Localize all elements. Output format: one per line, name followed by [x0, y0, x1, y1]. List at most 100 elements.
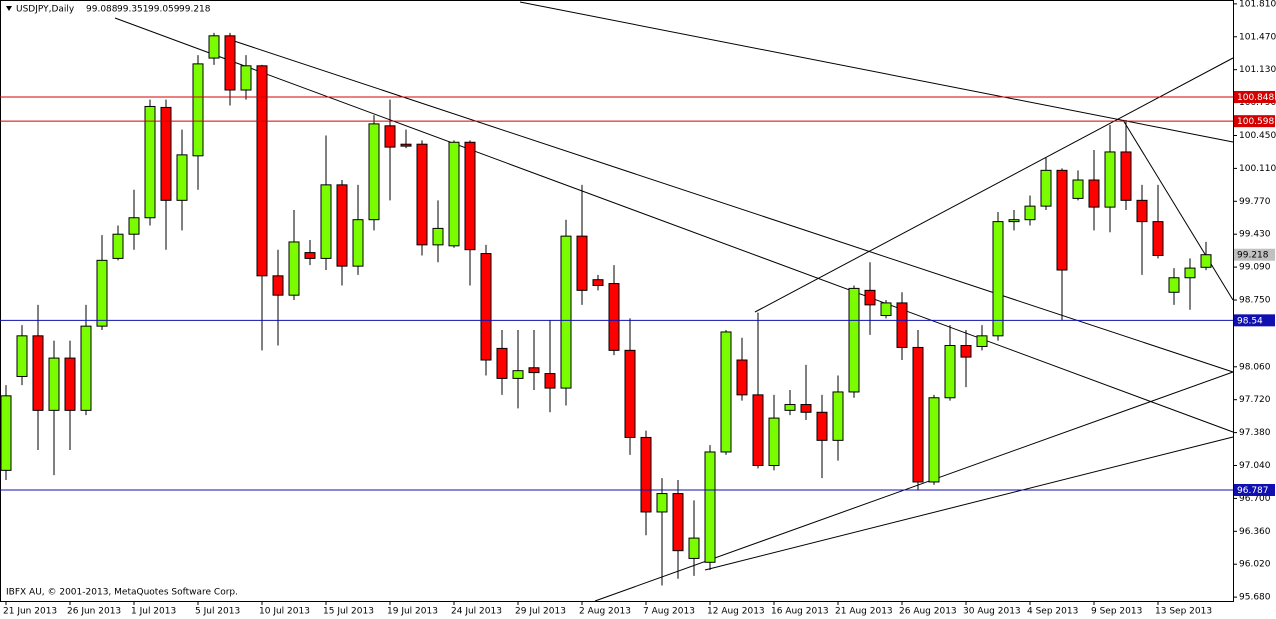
x-tick-label: 19 Jul 2013 [387, 607, 438, 617]
y-tick-label: 101.470 [1239, 32, 1276, 42]
candle-body [0, 395, 12, 471]
candle-body [720, 331, 732, 453]
candle-body [976, 335, 988, 347]
candle-body [416, 143, 428, 246]
y-tick-label: 96.360 [1239, 527, 1271, 537]
candle-body [896, 302, 908, 348]
candle-body [1136, 199, 1148, 223]
candle-body [656, 493, 668, 513]
candle-body [1040, 169, 1052, 207]
y-tick-label: 99.430 [1239, 230, 1271, 240]
y-tick-label: 101.130 [1239, 65, 1276, 75]
candle-body [752, 394, 764, 467]
symbol: USDJPY,Daily [16, 5, 75, 15]
candle-body [464, 141, 476, 251]
candle-body [1072, 179, 1084, 199]
candle-body [832, 391, 844, 441]
candle-body [608, 283, 620, 351]
candle-body [512, 370, 524, 379]
level-label-box [1234, 115, 1275, 128]
trend-line [754, 57, 1234, 313]
candle-body [1008, 219, 1020, 223]
ohlc-high: 99.351 [117, 5, 149, 15]
candle-body [784, 404, 796, 411]
y-tick-label: 99.090 [1239, 263, 1271, 273]
candle-body [704, 451, 716, 563]
candle-body [224, 35, 236, 91]
y-tick-label: 100.790 [1239, 98, 1276, 108]
x-tick-label: 7 Aug 2013 [643, 607, 695, 617]
bid-label: 99.218 [1237, 251, 1269, 261]
candle-body [368, 123, 380, 221]
x-tick-label: 26 Jun 2013 [67, 607, 121, 617]
candle-body [992, 221, 1004, 337]
x-tick-label: 9 Sep 2013 [1091, 607, 1142, 617]
candle-body [1184, 267, 1196, 279]
candle-body [816, 411, 828, 441]
y-tick-label: 100.110 [1239, 164, 1276, 174]
candle-body [320, 184, 332, 259]
candle-body [848, 287, 860, 393]
candle-body [944, 345, 956, 399]
candle-body [432, 227, 444, 246]
level-label: 98.54 [1237, 316, 1263, 326]
level-label-box [1234, 314, 1275, 327]
candle-body [592, 279, 604, 286]
candle-body [112, 233, 124, 259]
candle-body [352, 219, 364, 267]
x-tick-label: 30 Aug 2013 [963, 607, 1021, 617]
y-tick-label: 97.040 [1239, 461, 1271, 471]
candle-body [400, 143, 412, 147]
y-tick-label: 95.680 [1239, 593, 1271, 603]
x-tick-label: 21 Aug 2013 [835, 607, 893, 617]
ohlc-low: 99.059 [148, 5, 180, 15]
level-label: 100.848 [1237, 93, 1274, 103]
x-tick-label: 12 Aug 2013 [707, 607, 765, 617]
candle-body [1200, 254, 1212, 268]
x-tick-label: 26 Aug 2013 [899, 607, 957, 617]
candle-body [480, 253, 492, 361]
x-tick-label: 4 Sep 2013 [1027, 607, 1078, 617]
candle-body [560, 235, 572, 389]
candle-body [1120, 151, 1132, 201]
trend-line [1122, 119, 1234, 301]
candle-body [32, 335, 44, 411]
y-tick-label: 96.700 [1239, 494, 1271, 504]
candle-body [576, 235, 588, 291]
candle-body [736, 359, 748, 396]
y-tick-label: 98.750 [1239, 296, 1271, 306]
bid-label-box [1234, 248, 1275, 261]
x-tick-label: 10 Jul 2013 [259, 607, 310, 617]
ohlc-open: 99.088 [86, 5, 118, 15]
candle-body [1024, 205, 1036, 221]
level-label: 100.598 [1237, 117, 1274, 127]
candle-body [1152, 221, 1164, 256]
candle-body [80, 325, 92, 411]
candle-body [800, 404, 812, 413]
x-tick-label: 1 Jul 2013 [131, 607, 176, 617]
candle-body [144, 105, 156, 219]
candle-body [640, 436, 652, 513]
candle-body [16, 335, 28, 377]
y-tick-label: 100.450 [1239, 131, 1276, 141]
candle-body [304, 252, 316, 259]
candle-body [864, 289, 876, 306]
candle-body [768, 417, 780, 467]
candle-body [1168, 277, 1180, 293]
x-tick-label: 2 Aug 2013 [579, 607, 631, 617]
candle-body [880, 302, 892, 317]
candle-body [96, 259, 108, 327]
x-tick-label: 16 Aug 2013 [771, 607, 829, 617]
x-tick-label: 5 Jul 2013 [195, 607, 240, 617]
y-tick-label: 97.380 [1239, 428, 1271, 438]
candle-body [624, 349, 636, 438]
candle-body [448, 141, 460, 247]
x-tick-label: 13 Sep 2013 [1155, 607, 1212, 617]
trend-line [704, 436, 1234, 571]
candle-body [544, 373, 556, 389]
candle-body [288, 241, 300, 296]
x-tick-label: 15 Jul 2013 [323, 607, 374, 617]
candle-body [688, 537, 700, 559]
